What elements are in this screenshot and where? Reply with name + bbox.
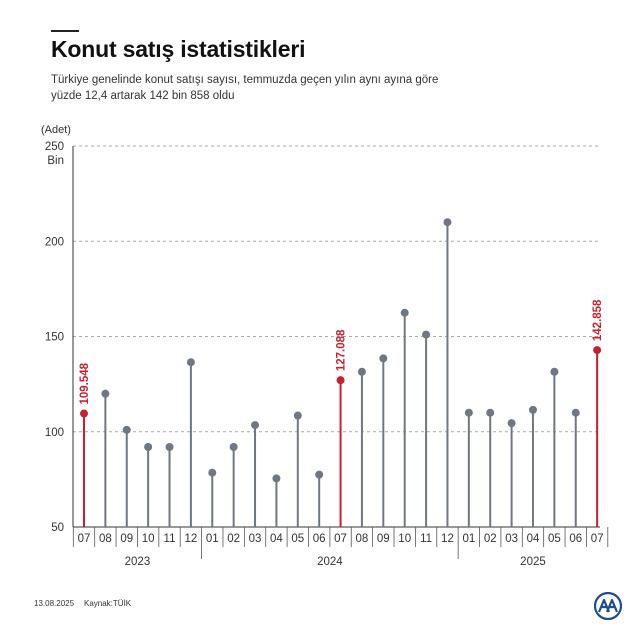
- data-point: [144, 442, 153, 451]
- highlight-point: [80, 409, 88, 418]
- x-tick-label: 09: [120, 533, 133, 545]
- data-point: [315, 470, 324, 479]
- footer-date: 13.08.2025: [34, 599, 75, 608]
- data-point: [208, 468, 217, 477]
- x-tick-label: 02: [484, 533, 497, 545]
- x-tick-label: 02: [227, 533, 240, 545]
- year-label: 2024: [317, 556, 343, 568]
- data-point: [251, 421, 260, 430]
- x-tick-label: 08: [99, 533, 112, 545]
- year-label: 2023: [125, 556, 151, 568]
- title-rule: [51, 30, 79, 32]
- data-point: [422, 330, 431, 339]
- page-subtitle: Türkiye genelinde konut satışı sayısı, t…: [51, 74, 439, 102]
- x-tick-label: 11: [164, 533, 176, 545]
- y-tick-label: 150: [45, 332, 64, 344]
- x-tick-label: 01: [206, 533, 219, 545]
- data-point: [122, 425, 131, 434]
- data-point: [443, 218, 452, 227]
- page-title: Konut satış istatistikleri: [51, 36, 306, 62]
- y-unit-label: (Adet): [41, 124, 71, 136]
- x-tick-label: 09: [377, 533, 390, 545]
- x-tick-label: 07: [334, 533, 347, 545]
- data-point: [528, 405, 537, 414]
- data-point: [357, 367, 366, 376]
- x-tick-label: 01: [462, 533, 475, 545]
- y-tick-label: 250: [45, 141, 64, 153]
- data-point: [507, 419, 516, 428]
- data-label: 109.548: [79, 362, 91, 404]
- x-tick-label: 03: [505, 533, 518, 545]
- x-tick-label: 05: [548, 533, 561, 545]
- x-tick-label: 04: [270, 533, 283, 545]
- data-point: [165, 442, 174, 451]
- highlight-point: [593, 346, 602, 355]
- y-tick-label: 200: [45, 236, 64, 248]
- x-tick-label: 04: [527, 533, 540, 545]
- data-point: [550, 367, 559, 376]
- x-tick-label: 05: [291, 533, 304, 545]
- data-point: [464, 408, 473, 417]
- x-tick-label: 12: [441, 533, 454, 545]
- x-tick-label: 07: [591, 533, 604, 545]
- data-point: [293, 411, 302, 420]
- year-label: 2025: [520, 556, 546, 568]
- x-tick-label: 06: [569, 533, 582, 545]
- x-tick-label: 11: [420, 533, 432, 545]
- x-tick-label: 08: [356, 533, 369, 545]
- data-point: [379, 354, 388, 363]
- data-point: [400, 308, 409, 317]
- data-point: [486, 408, 495, 417]
- x-tick-label: 10: [398, 533, 411, 545]
- x-tick-label: 06: [313, 533, 326, 545]
- x-tick-label: 07: [78, 533, 91, 545]
- footer-source: Kaynak:TÜİK: [84, 599, 132, 608]
- data-label: 142.858: [592, 299, 604, 341]
- y-tick-label: 100: [45, 427, 64, 439]
- x-tick-label: 12: [185, 533, 198, 545]
- data-point: [229, 442, 238, 451]
- data-label: 127.088: [336, 329, 348, 371]
- y-tick-sublabel: Bin: [47, 155, 64, 167]
- x-tick-label: 10: [142, 533, 155, 545]
- data-point: [272, 474, 281, 483]
- x-tick-label: 03: [249, 533, 262, 545]
- data-point: [101, 389, 110, 398]
- aa-logo-icon: [594, 592, 622, 620]
- highlight-point: [336, 376, 345, 385]
- data-point: [571, 408, 580, 417]
- data-point: [186, 358, 195, 367]
- y-tick-label: 50: [51, 522, 64, 534]
